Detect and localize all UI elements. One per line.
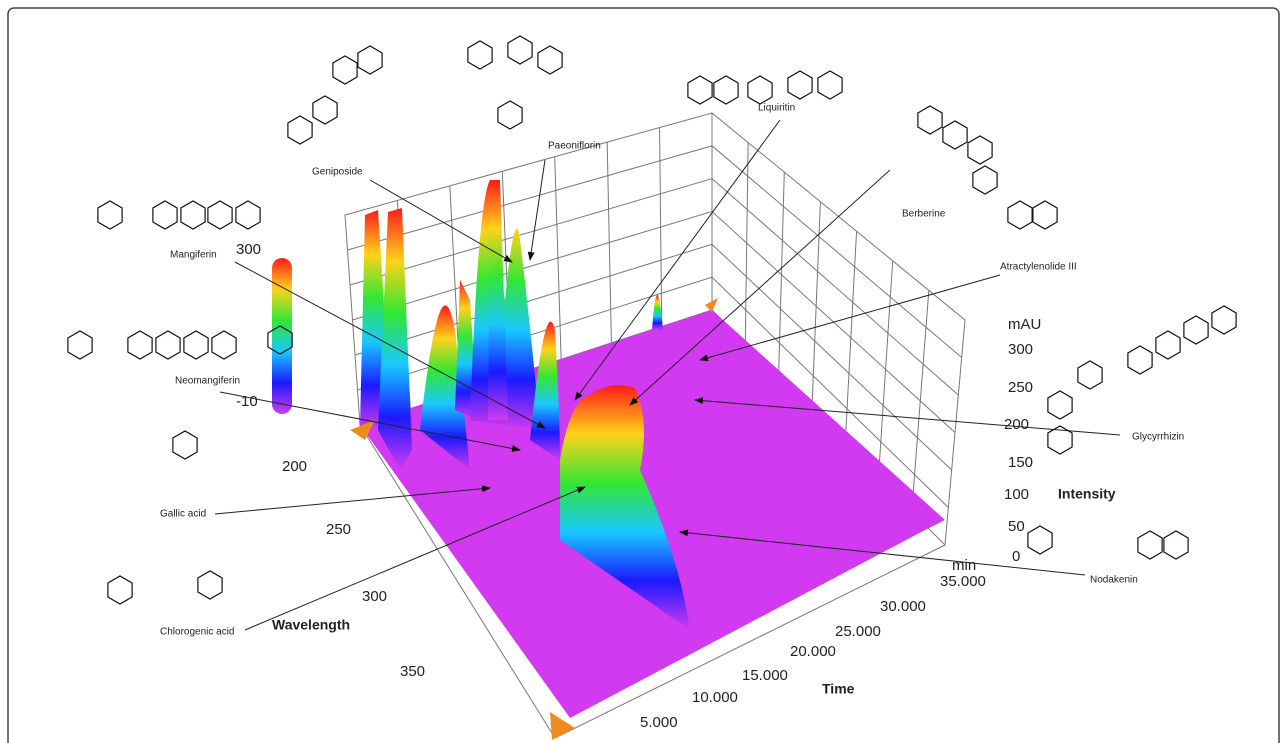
color-scale-top: 300 (236, 241, 261, 258)
compound-label: Geniposide (312, 167, 363, 178)
time-tick: 30.000 (880, 598, 926, 615)
wavelength-tick: 300 (362, 588, 387, 605)
ring (208, 201, 232, 229)
ring (358, 46, 382, 74)
ring (198, 571, 222, 599)
wavelength-tick: 250 (326, 521, 351, 538)
intensity-tick: 100 (1004, 486, 1029, 503)
ring (688, 76, 712, 104)
intensity-tick: 250 (1008, 379, 1033, 396)
intensity-tick: 0 (1012, 548, 1020, 565)
ring (918, 106, 942, 134)
ring (1138, 531, 1162, 559)
ring (98, 201, 122, 229)
intensity-tick: 200 (1004, 416, 1029, 433)
ring (236, 201, 260, 229)
intensity-tick: 50 (1008, 518, 1025, 535)
ring (128, 331, 152, 359)
ring (748, 76, 772, 104)
ring (333, 56, 357, 84)
compound-label: Berberine (902, 209, 946, 220)
ring (1078, 361, 1102, 389)
compound-label: Neomangiferin (175, 376, 240, 387)
ring (818, 71, 842, 99)
compound-label: Atractylenolide III (1000, 262, 1077, 273)
ring (508, 36, 532, 64)
compound-label: Glycyrrhizin (1132, 432, 1184, 443)
ring (173, 431, 197, 459)
ring (468, 41, 492, 69)
time-label: Time (822, 681, 855, 697)
ring (943, 121, 967, 149)
ring (968, 136, 992, 164)
ring (68, 331, 92, 359)
intensity-tick: 300 (1008, 341, 1033, 358)
ring (973, 166, 997, 194)
compound-label: Chlorogenic acid (160, 627, 235, 638)
time-unit: min (952, 557, 976, 574)
ring (156, 331, 180, 359)
ring (1184, 316, 1208, 344)
ring (181, 201, 205, 229)
ring (538, 46, 562, 74)
ring (313, 96, 337, 124)
ring (288, 116, 312, 144)
ring (1048, 391, 1072, 419)
ring (1128, 346, 1152, 374)
ring (1008, 201, 1032, 229)
color-bar (272, 258, 292, 414)
ring (1028, 526, 1052, 554)
compound-label: Liquiritin (758, 103, 795, 114)
time-tick: 5.000 (640, 714, 678, 731)
compound-label: Gallic acid (160, 509, 206, 520)
time-tick: 25.000 (835, 623, 881, 640)
time-tick: 15.000 (742, 667, 788, 684)
ring (108, 576, 132, 604)
intensity-tick: 150 (1008, 454, 1033, 471)
ring (714, 76, 738, 104)
compound-label: Nodakenin (1090, 575, 1138, 586)
compound-label: Mangiferin (170, 250, 217, 261)
time-tick: 20.000 (790, 643, 836, 660)
intensity-label: Intensity (1058, 486, 1116, 502)
wavelength-tick: 200 (282, 458, 307, 475)
compound-label: Paeoniflorin (548, 141, 601, 152)
ring (184, 331, 208, 359)
ring (153, 201, 177, 229)
time-tick: 10.000 (692, 689, 738, 706)
ring (498, 101, 522, 129)
ring (1033, 201, 1057, 229)
figure: 300 -10 mAU Intensity 300 250 200 150 10… (0, 0, 1287, 743)
ring (1164, 531, 1188, 559)
ring (788, 71, 812, 99)
wavelength-tick: 350 (400, 663, 425, 680)
wavelength-label: Wavelength (272, 617, 350, 633)
ring (1212, 306, 1236, 334)
ring (212, 331, 236, 359)
ring (1156, 331, 1180, 359)
time-tick: 35.000 (940, 573, 986, 590)
intensity-unit: mAU (1008, 316, 1041, 333)
